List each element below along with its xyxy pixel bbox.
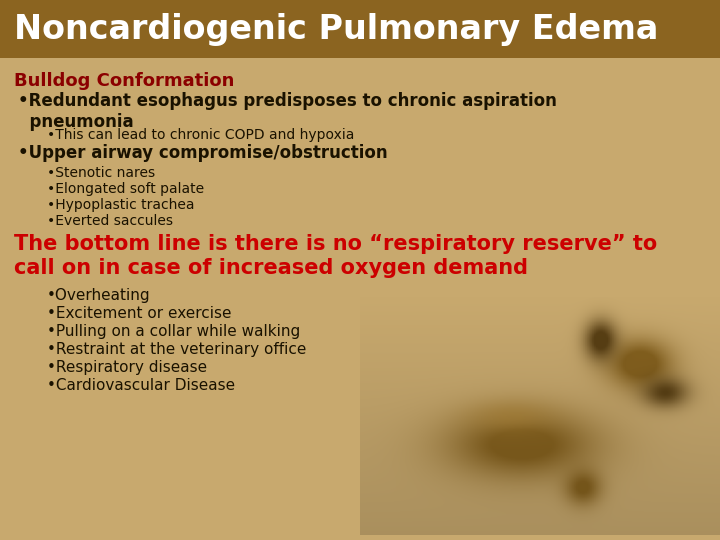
Text: •Everted saccules: •Everted saccules [47, 214, 173, 228]
Text: •Overheating: •Overheating [47, 288, 150, 303]
Text: The bottom line is there is no “respiratory reserve” to
call on in case of incre: The bottom line is there is no “respirat… [14, 234, 657, 278]
Text: •Restraint at the veterinary office: •Restraint at the veterinary office [47, 342, 306, 357]
Text: Noncardiogenic Pulmonary Edema: Noncardiogenic Pulmonary Edema [14, 12, 658, 45]
Text: •Excitement or exercise: •Excitement or exercise [47, 306, 231, 321]
Text: •Redundant esophagus predisposes to chronic aspiration
  pneumonia: •Redundant esophagus predisposes to chro… [18, 92, 557, 131]
Text: •Pulling on a collar while walking: •Pulling on a collar while walking [47, 324, 300, 339]
Bar [0, 0, 720, 58]
Text: Bulldog Conformation: Bulldog Conformation [14, 72, 235, 90]
Text: •Elongated soft palate: •Elongated soft palate [47, 182, 204, 196]
Text: •Cardiovascular Disease: •Cardiovascular Disease [47, 378, 235, 393]
Text: •Stenotic nares: •Stenotic nares [47, 166, 155, 180]
Text: •Respiratory disease: •Respiratory disease [47, 360, 207, 375]
Text: •Upper airway compromise/obstruction: •Upper airway compromise/obstruction [18, 144, 387, 162]
Text: •Hypoplastic trachea: •Hypoplastic trachea [47, 198, 194, 212]
Text: •This can lead to chronic COPD and hypoxia: •This can lead to chronic COPD and hypox… [47, 128, 354, 142]
